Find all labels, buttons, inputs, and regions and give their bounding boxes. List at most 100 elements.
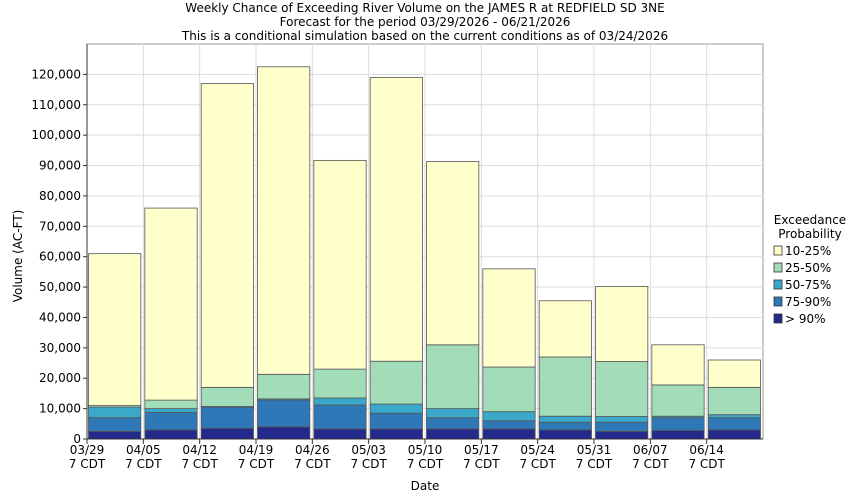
bar-segment bbox=[482, 428, 536, 440]
bar-segment bbox=[426, 417, 480, 430]
y-tick-label: 100,000 bbox=[31, 128, 81, 142]
bar-segment bbox=[538, 356, 592, 417]
y-tick-label: 40,000 bbox=[39, 310, 81, 324]
y-tick-label: 0 bbox=[73, 432, 81, 446]
x-tick-label: 04/05 bbox=[126, 443, 161, 457]
x-tick-suffix: 7 CDT bbox=[688, 457, 725, 471]
y-tick-label: 20,000 bbox=[39, 371, 81, 385]
bar-segment bbox=[369, 77, 423, 362]
bar-segment bbox=[313, 368, 367, 399]
bar-segment bbox=[144, 429, 198, 440]
bar-segment bbox=[369, 412, 423, 430]
legend-swatch bbox=[773, 279, 783, 290]
bar-segment bbox=[651, 344, 705, 386]
bar-segment bbox=[595, 431, 649, 440]
legend-label: > 90% bbox=[785, 312, 826, 326]
bar-segment bbox=[257, 399, 311, 428]
x-tick-suffix: 7 CDT bbox=[69, 457, 106, 471]
x-tick-label: 06/07 bbox=[633, 443, 668, 457]
y-tick-label: 90,000 bbox=[39, 159, 81, 173]
bar-segment bbox=[707, 417, 761, 431]
y-tick-label: 60,000 bbox=[39, 250, 81, 264]
legend-label: 10-25% bbox=[785, 244, 831, 258]
bar-segment bbox=[707, 386, 761, 416]
bar-segment bbox=[426, 344, 480, 410]
x-tick-label: 05/31 bbox=[577, 443, 612, 457]
bar-segment bbox=[88, 431, 142, 440]
y-axis-label: Volume (AC-FT) bbox=[11, 210, 25, 303]
legend-swatch bbox=[773, 296, 783, 307]
bar-segment bbox=[144, 207, 198, 401]
x-tick-label: 06/14 bbox=[689, 443, 724, 457]
x-tick-suffix: 7 CDT bbox=[632, 457, 669, 471]
chart-title: Weekly Chance of Exceeding River Volume … bbox=[185, 1, 664, 15]
bar-segment bbox=[482, 366, 536, 413]
bar-segment bbox=[144, 399, 198, 410]
x-tick-suffix: 7 CDT bbox=[463, 457, 500, 471]
x-tick-label: 04/26 bbox=[295, 443, 330, 457]
y-tick-label: 30,000 bbox=[39, 341, 81, 355]
bar-segment bbox=[482, 420, 536, 430]
bar-segment bbox=[200, 83, 254, 388]
x-tick-label: 04/19 bbox=[239, 443, 274, 457]
bar-segment bbox=[144, 412, 198, 431]
y-tick-label: 10,000 bbox=[39, 402, 81, 416]
bar-segment bbox=[200, 406, 254, 429]
legend-label: 50-75% bbox=[785, 278, 831, 292]
legend-label: 75-90% bbox=[785, 295, 831, 309]
x-tick-suffix: 7 CDT bbox=[576, 457, 613, 471]
bar-segment bbox=[426, 408, 480, 419]
bar-segment bbox=[369, 403, 423, 414]
bar-segment bbox=[595, 361, 649, 417]
x-tick-label: 04/12 bbox=[182, 443, 217, 457]
bar-segment bbox=[538, 421, 592, 431]
bar-segment bbox=[200, 386, 254, 407]
legend-swatch bbox=[773, 262, 783, 273]
bar-segment bbox=[144, 408, 198, 413]
chart-subtitle: This is a conditional simulation based o… bbox=[181, 29, 668, 43]
bar-segment bbox=[313, 397, 367, 406]
x-tick-label: 05/03 bbox=[351, 443, 386, 457]
legend-label: 25-50% bbox=[785, 261, 831, 275]
legend-title-line: Probability bbox=[778, 227, 841, 241]
x-tick-suffix: 7 CDT bbox=[350, 457, 387, 471]
bar-segment bbox=[707, 429, 761, 440]
x-tick-suffix: 7 CDT bbox=[238, 457, 275, 471]
bar-segment bbox=[482, 411, 536, 422]
y-tick-label: 80,000 bbox=[39, 189, 81, 203]
y-tick-label: 50,000 bbox=[39, 280, 81, 294]
x-tick-suffix: 7 CDT bbox=[519, 457, 556, 471]
y-tick-label: 70,000 bbox=[39, 219, 81, 233]
x-tick-suffix: 7 CDT bbox=[125, 457, 162, 471]
legend-swatch bbox=[773, 313, 783, 324]
legend-title: Exceedance Probability bbox=[774, 213, 846, 241]
bar-segment bbox=[313, 404, 367, 430]
chart-subtitle: Forecast for the period 03/29/2026 - 06/… bbox=[280, 15, 571, 29]
bar-segment bbox=[257, 373, 311, 400]
bar-segment bbox=[200, 427, 254, 440]
bar-segment bbox=[88, 406, 142, 419]
x-tick-label: 05/24 bbox=[520, 443, 555, 457]
x-tick-label: 03/29 bbox=[70, 443, 105, 457]
bar-segment bbox=[707, 359, 761, 388]
bar-segment bbox=[88, 417, 142, 432]
y-tick-label: 110,000 bbox=[31, 98, 81, 112]
y-tick-label: 120,000 bbox=[31, 67, 81, 81]
bar-segment bbox=[257, 66, 311, 375]
bar-segment bbox=[313, 159, 367, 370]
bar-segment bbox=[651, 417, 705, 431]
bar-segment bbox=[369, 428, 423, 440]
bar-segment bbox=[257, 426, 311, 440]
bar-segment bbox=[538, 429, 592, 440]
legend-title-line: Exceedance bbox=[774, 213, 846, 227]
bar-segment bbox=[482, 268, 536, 368]
bar-segment bbox=[426, 428, 480, 440]
bar-segment bbox=[651, 384, 705, 417]
bar-segment bbox=[651, 430, 705, 440]
x-tick-suffix: 7 CDT bbox=[407, 457, 444, 471]
bar-segment bbox=[595, 286, 649, 362]
bar-segment bbox=[538, 415, 592, 423]
bar-segment bbox=[88, 253, 142, 406]
bar-segment bbox=[538, 300, 592, 358]
